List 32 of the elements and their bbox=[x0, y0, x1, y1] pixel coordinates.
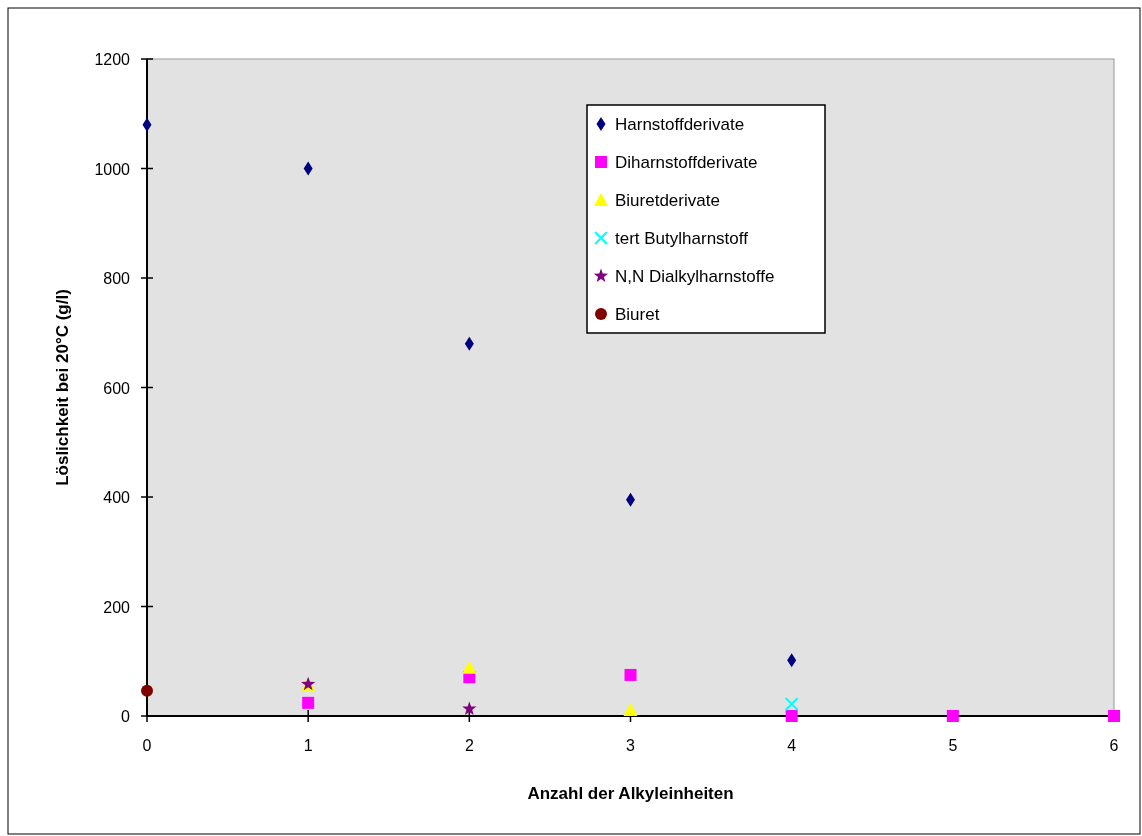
legend-label: N,N Dialkylharnstoffe bbox=[615, 267, 775, 286]
point bbox=[784, 696, 799, 711]
point bbox=[1108, 710, 1120, 722]
point bbox=[302, 696, 315, 709]
legend-label: Biuret bbox=[615, 305, 660, 324]
x-tick-label: 0 bbox=[142, 737, 152, 754]
y-tick-label: 200 bbox=[103, 598, 131, 616]
legend-label: tert Butylharnstoff bbox=[615, 229, 749, 248]
point bbox=[141, 684, 153, 697]
point bbox=[624, 668, 637, 681]
y-tick-label: 400 bbox=[103, 489, 131, 506]
y-axis-title: Löslichkeit bei 20°C (g/l) bbox=[53, 289, 72, 486]
y-tick-label: 1200 bbox=[94, 51, 131, 68]
y-tick-label: 600 bbox=[103, 379, 131, 397]
x-tick-label: 1 bbox=[303, 737, 313, 754]
x-tick-label: 3 bbox=[626, 737, 636, 754]
legend-label: Harnstoffderivate bbox=[615, 115, 745, 134]
y-tick-label: 800 bbox=[103, 270, 131, 287]
point bbox=[946, 710, 959, 722]
x-tick-label: 4 bbox=[787, 737, 797, 754]
point bbox=[785, 710, 798, 722]
legend-label: Diharnstoffderivate bbox=[615, 153, 758, 172]
x-tick-label: 6 bbox=[1109, 737, 1119, 754]
y-tick-label: 0 bbox=[121, 708, 131, 725]
point bbox=[462, 701, 477, 715]
x-tick-label: 2 bbox=[464, 737, 474, 754]
point bbox=[462, 660, 477, 674]
x-axis-title: Anzahl der Alkyleinheiten bbox=[527, 784, 734, 803]
point bbox=[623, 702, 638, 716]
x-tick-label: 5 bbox=[948, 737, 958, 754]
legend-label: Biuretderivate bbox=[615, 191, 720, 210]
y-tick-label: 1000 bbox=[94, 160, 131, 178]
